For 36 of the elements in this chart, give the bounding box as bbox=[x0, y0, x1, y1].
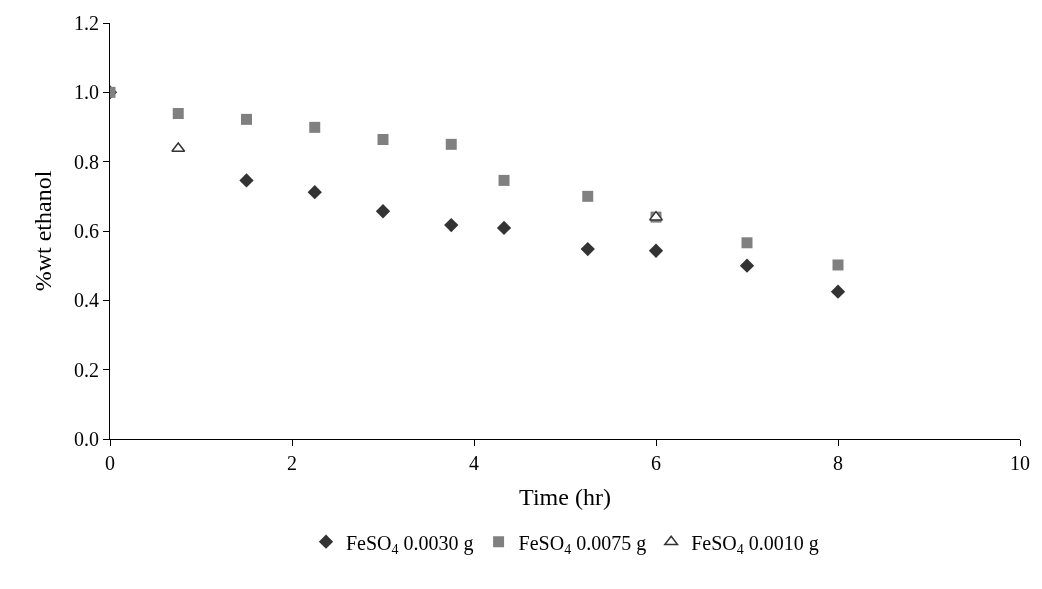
y-axis-title: %wt ethanol bbox=[30, 170, 57, 292]
y-tick-label: 0.8 bbox=[74, 150, 99, 173]
legend-label: FeSO$_{4}$ 0.0075 g bbox=[518, 531, 647, 557]
point bbox=[444, 217, 459, 233]
point bbox=[241, 113, 252, 125]
x-tick-label: 0 bbox=[105, 452, 115, 474]
point bbox=[239, 173, 254, 188]
point bbox=[648, 243, 664, 258]
point bbox=[741, 237, 753, 249]
point bbox=[830, 284, 846, 299]
y-tick-label: 1.0 bbox=[74, 81, 99, 104]
point bbox=[377, 133, 389, 145]
point bbox=[307, 185, 322, 200]
legend-label: FeSO$_{4}$ 0.0030 g bbox=[346, 531, 474, 557]
x-tick-label: 2 bbox=[287, 452, 297, 474]
x-tick-label: 8 bbox=[833, 452, 843, 474]
x-axis-title: Time (hr) bbox=[519, 484, 611, 511]
point bbox=[739, 258, 755, 273]
point bbox=[172, 107, 184, 119]
y-tick-label: 1.2 bbox=[74, 12, 99, 34]
point bbox=[580, 241, 595, 257]
x-tick-label: 6 bbox=[651, 452, 661, 474]
point bbox=[498, 174, 510, 186]
y-tick-label: 0.6 bbox=[74, 220, 99, 242]
legend-label: FeSO$_{4}$ 0.0010 g bbox=[691, 531, 819, 557]
point bbox=[309, 121, 321, 133]
x-tick-label: 10 bbox=[1010, 452, 1030, 474]
point bbox=[375, 204, 391, 219]
point bbox=[832, 259, 844, 271]
point bbox=[496, 220, 512, 236]
y-tick-label: 0.4 bbox=[74, 289, 99, 312]
point bbox=[582, 190, 594, 202]
y-tick-label: 0.0 bbox=[74, 428, 99, 450]
y-tick-label: 0.2 bbox=[74, 358, 99, 381]
point bbox=[445, 138, 457, 150]
x-tick-label: 4 bbox=[469, 452, 479, 474]
